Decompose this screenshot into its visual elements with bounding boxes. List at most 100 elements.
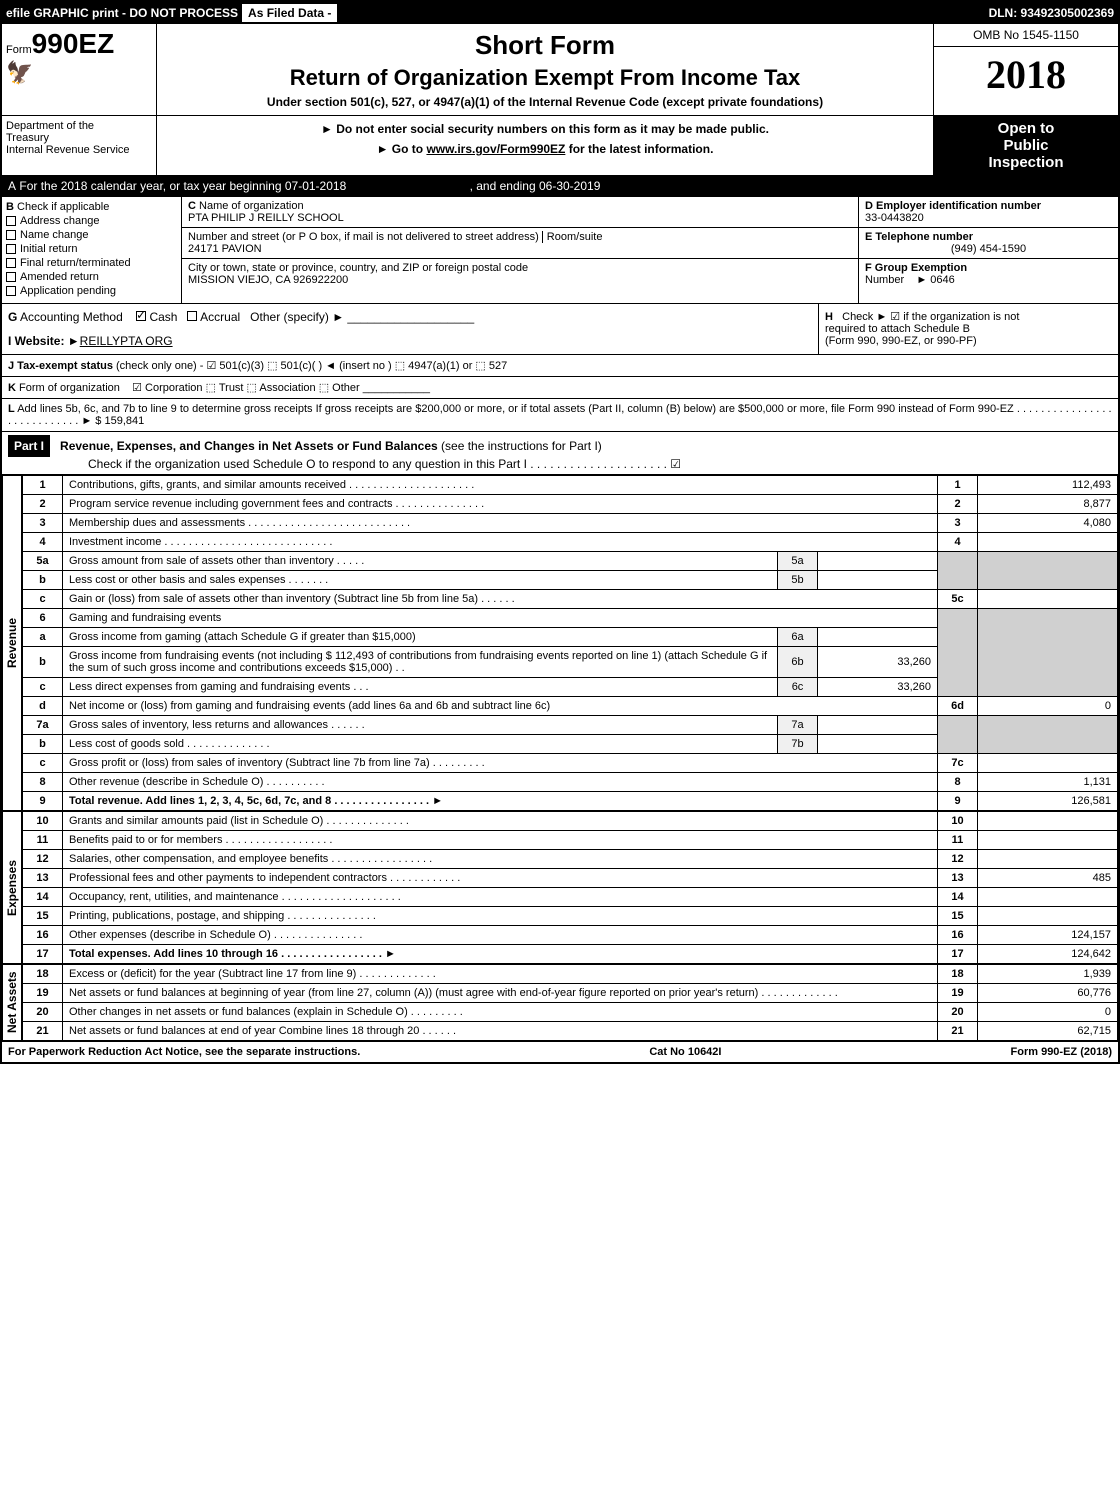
l-label: L xyxy=(8,403,15,415)
j-text: (check only one) - ☑ 501(c)(3) ⬚ 501(c)(… xyxy=(116,360,507,372)
f-number-label: Number xyxy=(865,274,904,286)
top-bar: efile GRAPHIC print - DO NOT PROCESS As … xyxy=(2,2,1118,24)
section-bcdef: B Check if applicable Address change Nam… xyxy=(2,197,1118,304)
g-other: Other (specify) ► xyxy=(250,310,344,324)
header-right-box: OMB No 1545-1150 2018 xyxy=(933,24,1118,115)
line-a: A For the 2018 calendar year, or tax yea… xyxy=(2,176,1118,197)
f-label: F Group Exemption xyxy=(865,262,967,274)
e-label: E Telephone number xyxy=(865,231,973,243)
c-street-label: Number and street (or P O box, if mail i… xyxy=(188,231,539,243)
checkbox-address-change[interactable] xyxy=(6,216,16,226)
table-row: cGain or (loss) from sale of assets othe… xyxy=(23,590,1118,609)
table-row: 21Net assets or fund balances at end of … xyxy=(23,1022,1118,1041)
expenses-vlabel: Expenses xyxy=(2,811,22,964)
asfiled-label: As Filed Data - xyxy=(242,4,337,22)
c-room-label: Room/suite xyxy=(542,231,603,243)
omb-number: OMB No 1545-1150 xyxy=(934,24,1118,47)
header-row-2: Department of the Treasury Internal Reve… xyxy=(2,116,1118,176)
tax-year: 2018 xyxy=(934,47,1118,102)
table-row: 14Occupancy, rent, utilities, and mainte… xyxy=(23,888,1118,907)
expenses-table: 10Grants and similar amounts paid (list … xyxy=(22,811,1118,964)
b-label: B xyxy=(6,201,14,213)
ein-value: 33-0443820 xyxy=(865,212,924,224)
revenue-section: Revenue 1Contributions, gifts, grants, a… xyxy=(2,475,1118,811)
b-check-if: Check if applicable xyxy=(17,201,109,213)
table-row: 7aGross sales of inventory, less returns… xyxy=(23,716,1118,735)
h-text1: Check ► ☑ if the organization is not xyxy=(842,311,1019,323)
table-row: 12Salaries, other compensation, and empl… xyxy=(23,850,1118,869)
dept-line2: Treasury xyxy=(6,132,152,144)
website-link[interactable]: REILLYPTA ORG xyxy=(80,334,173,348)
opt-address-change: Address change xyxy=(20,215,100,227)
table-row: 15Printing, publications, postage, and s… xyxy=(23,907,1118,926)
table-row: 19Net assets or fund balances at beginni… xyxy=(23,984,1118,1003)
checkbox-cash[interactable] xyxy=(136,311,146,321)
checkbox-final-return[interactable] xyxy=(6,258,16,268)
short-form-title: Short Form xyxy=(165,30,925,61)
netassets-vlabel: Net Assets xyxy=(2,964,22,1041)
h-text3: (Form 990, 990-EZ, or 990-PF) xyxy=(825,335,977,347)
checkbox-amended-return[interactable] xyxy=(6,272,16,282)
table-row: 9Total revenue. Add lines 1, 2, 3, 4, 5c… xyxy=(23,792,1118,811)
paperwork-notice: For Paperwork Reduction Act Notice, see … xyxy=(8,1046,360,1058)
opt-amended-return: Amended return xyxy=(20,271,99,283)
table-row: 6Gaming and fundraising events xyxy=(23,609,1118,628)
netassets-table: 18Excess or (deficit) for the year (Subt… xyxy=(22,964,1118,1041)
table-row: 13Professional fees and other payments t… xyxy=(23,869,1118,888)
k-label: K xyxy=(8,382,16,394)
form-prefix: Form xyxy=(6,44,32,56)
table-row: cGross profit or (loss) from sales of in… xyxy=(23,754,1118,773)
dln-label: DLN: 93492305002369 xyxy=(989,6,1114,20)
table-row: 8Other revenue (describe in Schedule O) … xyxy=(23,773,1118,792)
public: Public xyxy=(938,137,1114,154)
table-row: 3Membership dues and assessments . . . .… xyxy=(23,514,1118,533)
table-row: 18Excess or (deficit) for the year (Subt… xyxy=(23,965,1118,984)
dept-line1: Department of the xyxy=(6,120,152,132)
table-row: 1Contributions, gifts, grants, and simil… xyxy=(23,476,1118,495)
dept-line3: Internal Revenue Service xyxy=(6,144,152,156)
phone-value: (949) 454-1590 xyxy=(865,243,1112,255)
checkbox-initial-return[interactable] xyxy=(6,244,16,254)
efile-label: efile GRAPHIC print - DO NOT PROCESS xyxy=(6,6,238,20)
table-row: 2Program service revenue including gover… xyxy=(23,495,1118,514)
section-k: K Form of organization ☑ Corporation ⬚ T… xyxy=(2,377,1118,399)
revenue-vlabel: Revenue xyxy=(2,475,22,811)
line-a-label: A xyxy=(8,179,16,193)
checkbox-name-change[interactable] xyxy=(6,230,16,240)
checkbox-application-pending[interactable] xyxy=(6,286,16,296)
table-row: 16Other expenses (describe in Schedule O… xyxy=(23,926,1118,945)
instructions-box: ► Do not enter social security numbers o… xyxy=(157,116,933,175)
irs-link[interactable]: www.irs.gov/Form990EZ xyxy=(426,142,565,156)
section-l: L Add lines 5b, 6c, and 7b to line 9 to … xyxy=(2,399,1118,432)
form-ref: Form 990-EZ (2018) xyxy=(1011,1046,1112,1058)
under-section-text: Under section 501(c), 527, or 4947(a)(1)… xyxy=(165,95,925,109)
instruction-1: ► Do not enter social security numbers o… xyxy=(163,122,927,136)
table-row: 10Grants and similar amounts paid (list … xyxy=(23,812,1118,831)
org-city: MISSION VIEJO, CA 926922200 xyxy=(188,274,348,286)
open-public-box: Open to Public Inspection xyxy=(933,116,1118,175)
c-city-label: City or town, state or province, country… xyxy=(188,262,528,274)
table-row: dNet income or (loss) from gaming and fu… xyxy=(23,697,1118,716)
checkbox-accrual[interactable] xyxy=(187,311,197,321)
h-label: H xyxy=(825,311,833,323)
table-row: 20Other changes in net assets or fund ba… xyxy=(23,1003,1118,1022)
section-def: D Employer identification number 33-0443… xyxy=(858,197,1118,303)
header-row-1: Form990EZ 🦅 Short Form Return of Organiz… xyxy=(2,24,1118,116)
eagle-icon: 🦅 xyxy=(6,60,152,86)
k-form-of: Form of organization xyxy=(19,382,120,394)
form-number: 990EZ xyxy=(32,28,115,59)
j-label: J Tax-exempt status xyxy=(8,360,113,372)
line-a-text: For the 2018 calendar year, or tax year … xyxy=(19,179,346,193)
section-j: J Tax-exempt status (check only one) - ☑… xyxy=(2,355,1118,377)
opt-name-change: Name change xyxy=(20,229,89,241)
opt-final-return: Final return/terminated xyxy=(20,257,131,269)
h-text2: required to attach Schedule B xyxy=(825,323,970,335)
org-street: 24171 PAVION xyxy=(188,243,262,255)
group-exemption-value: ► 0646 xyxy=(916,274,954,286)
i-label: I Website: ► xyxy=(8,334,80,348)
table-row: 5aGross amount from sale of assets other… xyxy=(23,552,1118,571)
form-container: efile GRAPHIC print - DO NOT PROCESS As … xyxy=(0,0,1120,1064)
g-label: G xyxy=(8,310,17,324)
opt-initial-return: Initial return xyxy=(20,243,77,255)
section-c: C Name of organization PTA PHILIP J REIL… xyxy=(182,197,858,303)
